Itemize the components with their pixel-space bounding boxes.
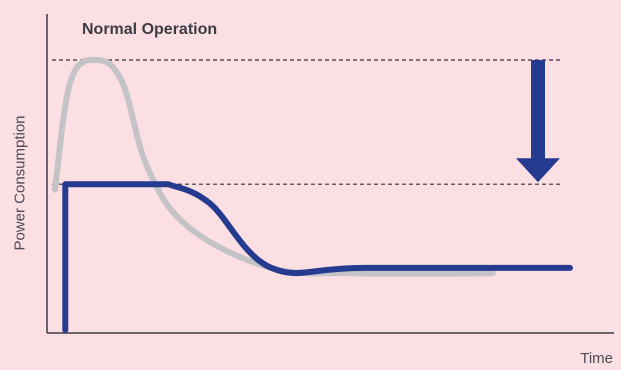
series-line-normal-operation <box>52 56 496 277</box>
series-line-reduced-operation <box>62 181 573 333</box>
x-axis-label: Time <box>580 350 613 367</box>
arrow-shaft <box>531 60 545 161</box>
axes <box>46 14 614 334</box>
reference-lines <box>52 59 562 185</box>
series-lines <box>52 56 573 333</box>
reduction-arrow <box>516 60 560 183</box>
arrow-head <box>516 158 560 183</box>
y-axis-label: Power Consumption <box>11 115 29 251</box>
chart-title: Normal Operation <box>82 21 218 38</box>
